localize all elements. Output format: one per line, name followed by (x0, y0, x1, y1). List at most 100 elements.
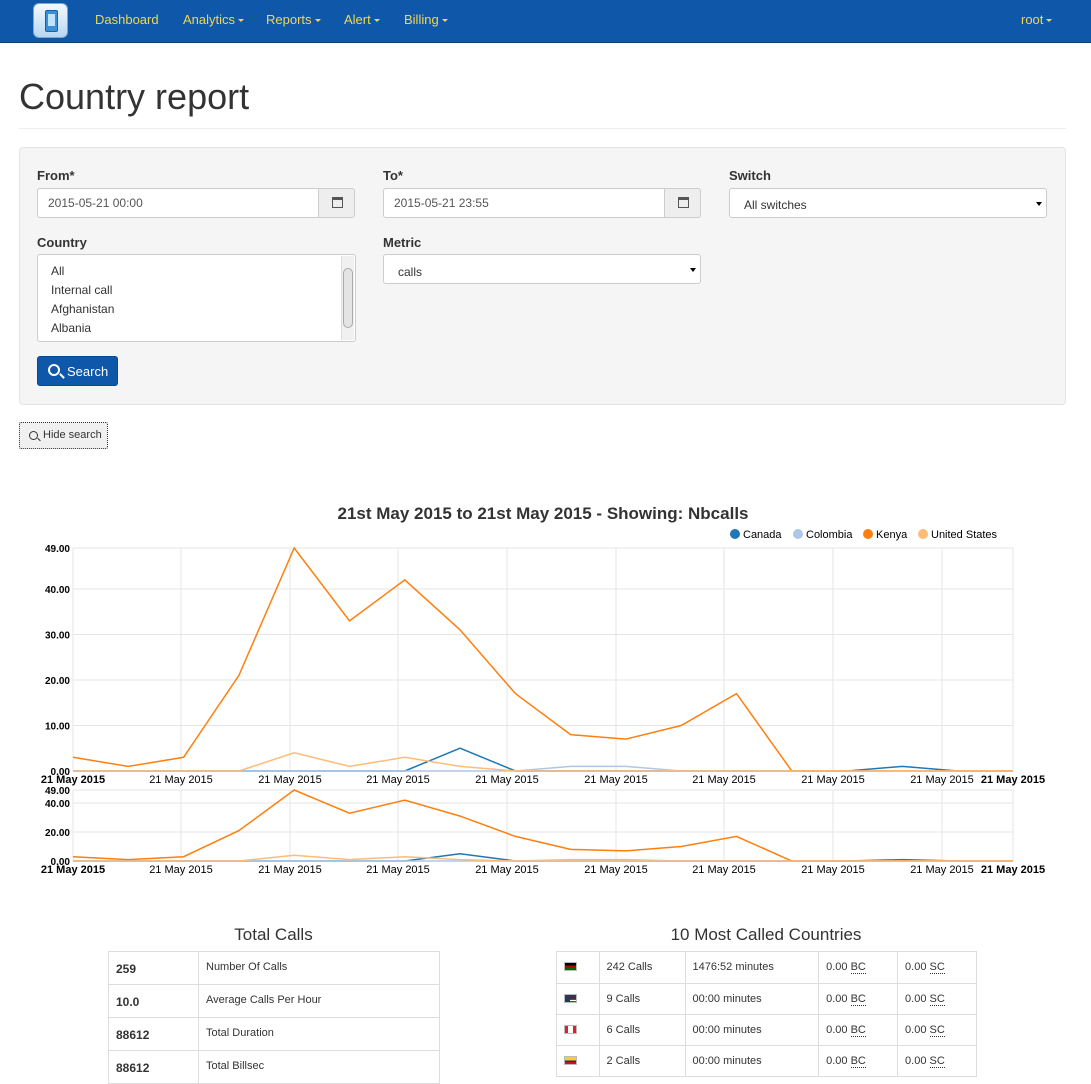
country-sc-value: 0.00 (905, 1055, 927, 1067)
chevron-down-icon (690, 268, 696, 272)
total-value: 88612 (108, 1050, 199, 1084)
main-y-tick-label: 10.00 (45, 721, 70, 732)
canada-flag-icon (564, 1024, 577, 1034)
table-row: 259 Number Of Calls (108, 951, 440, 985)
search-button[interactable]: Search (37, 356, 118, 386)
nav-reports-label: Reports (266, 12, 312, 27)
metric-select[interactable]: calls (383, 254, 701, 284)
country-option[interactable]: Albania (51, 321, 92, 335)
legend-label[interactable]: Canada (743, 529, 782, 541)
country-option[interactable]: Internal call (51, 283, 113, 297)
legend-dot[interactable] (918, 529, 928, 539)
table-row: 2 Calls 00:00 minutes 0.00 BC 0.00 SC (556, 1045, 977, 1077)
total-value: 88612 (108, 1017, 199, 1051)
country-calls: 6 Calls (598, 1014, 686, 1046)
context-y-tick-label: 40.00 (45, 799, 70, 810)
nav-dashboard[interactable]: Dashboard (95, 12, 159, 27)
table-row: 10.0 Average Calls Per Hour (108, 984, 440, 1018)
to-calendar-button[interactable] (664, 188, 701, 218)
main-x-tick-label: 21 May 2015 (475, 774, 539, 786)
main-x-tick-label: 21 May 2015 (801, 774, 865, 786)
from-calendar-button[interactable] (318, 188, 355, 218)
country-sc-unit: SC (929, 1024, 945, 1037)
context-x-tick-label: 21 May 2015 (801, 864, 865, 876)
country-bc: 0.00 BC (818, 1045, 899, 1077)
main-y-tick-label: 20.00 (45, 676, 70, 687)
to-label: To* (383, 168, 403, 183)
legend-dot[interactable] (730, 529, 740, 539)
country-bc-unit: BC (850, 993, 866, 1006)
country-sc-value: 0.00 (905, 1024, 927, 1036)
kenya-flag-icon (564, 961, 577, 971)
calendar-icon (678, 197, 689, 208)
nav-billing[interactable]: Billing (404, 12, 448, 27)
hide-search-button[interactable]: Hide search (19, 422, 108, 449)
country-calls: 242 Calls (598, 951, 686, 984)
country-sc-unit: SC (929, 993, 945, 1006)
country-bc-value: 0.00 (826, 961, 848, 973)
context-x-tick-label: 21 May 2015 (692, 864, 756, 876)
chevron-down-icon (373, 19, 380, 23)
context-x-tick-label: 21 May 2015 (41, 864, 105, 876)
hide-search-label: Hide search (43, 429, 102, 441)
scrollbar-thumb[interactable] (343, 268, 353, 328)
main-series-line-united-states[interactable] (73, 752, 1013, 772)
zoom-out-icon (29, 431, 38, 440)
metric-select-value: calls (398, 265, 423, 279)
country-minutes: 00:00 minutes (684, 1045, 820, 1077)
country-listbox[interactable]: All Internal call Afghanistan Albania (37, 254, 356, 342)
legend-dot[interactable] (793, 529, 803, 539)
main-x-tick-label: 21 May 2015 (584, 774, 648, 786)
user-menu[interactable]: root (1021, 12, 1053, 27)
country-flag (556, 951, 600, 984)
country-minutes: 00:00 minutes (684, 983, 820, 1015)
legend-dot[interactable] (863, 529, 873, 539)
country-label: Country (37, 235, 87, 250)
nav-alert[interactable]: Alert (344, 12, 380, 27)
total-label: Total Duration (198, 1017, 440, 1051)
country-bc-value: 0.00 (826, 1055, 848, 1067)
top-countries-table: 242 Calls 1476:52 minutes 0.00 BC 0.00 SC 9 … (556, 951, 977, 1077)
country-flag (556, 1014, 600, 1046)
total-value: 259 (108, 951, 199, 985)
country-option[interactable]: All (51, 264, 65, 278)
total-calls-table: 259 Number Of Calls 10.0 Average Calls Per … (108, 951, 440, 1084)
context-series-line-kenya[interactable] (72, 789, 1013, 862)
context-chart-grid: 0.00 20.00 40.00 49.00 21 May 2015 21 May 201… (41, 786, 1045, 876)
context-x-tick-label: 21 May 2015 (584, 864, 648, 876)
user-name: root (1021, 12, 1044, 27)
main-x-tick-label: 21 May 2015 (258, 774, 322, 786)
switch-select[interactable]: All switches (729, 188, 1047, 218)
context-y-tick-label: 0.00 (51, 857, 71, 868)
context-chart-series (72, 789, 1013, 862)
context-x-tick-label: 21 May 2015 (366, 864, 430, 876)
country-sc: 0.00 SC (897, 983, 977, 1015)
legend-label[interactable]: Colombia (806, 529, 853, 541)
country-bc-value: 0.00 (826, 1024, 848, 1036)
total-label: Average Calls Per Hour (198, 984, 440, 1018)
country-bc-unit: BC (850, 1024, 866, 1037)
usa-flag-icon (564, 993, 577, 1003)
nav-analytics[interactable]: Analytics (183, 12, 245, 27)
nav-billing-label: Billing (404, 12, 439, 27)
context-x-tick-label: 21 May 2015 (149, 864, 213, 876)
chart-title: 21st May 2015 to 21st May 2015 - Showing… (338, 504, 749, 523)
country-scrollbar[interactable] (341, 256, 354, 340)
title-divider (19, 128, 1066, 129)
chevron-down-icon (1046, 19, 1053, 23)
context-x-tick-label: 21 May 2015 (475, 864, 539, 876)
main-series-line-canada[interactable] (73, 747, 1013, 772)
country-option[interactable]: Afghanistan (51, 302, 115, 316)
to-date-input[interactable]: 2015-05-21 23:55 (383, 188, 665, 218)
from-date-input[interactable]: 2015-05-21 00:00 (37, 188, 319, 218)
country-sc-unit: SC (929, 961, 945, 974)
app-logo-icon[interactable] (33, 3, 68, 38)
main-x-tick-label: 21 May 2015 (149, 774, 213, 786)
context-series-line-united-states[interactable] (73, 854, 1013, 862)
total-label: Total Billsec (198, 1050, 440, 1084)
main-series-line-kenya[interactable] (72, 546, 1013, 772)
legend-label[interactable]: Kenya (876, 529, 908, 541)
nav-reports[interactable]: Reports (266, 12, 321, 27)
legend-label[interactable]: United States (931, 529, 998, 541)
country-minutes: 00:00 minutes (684, 1014, 820, 1046)
